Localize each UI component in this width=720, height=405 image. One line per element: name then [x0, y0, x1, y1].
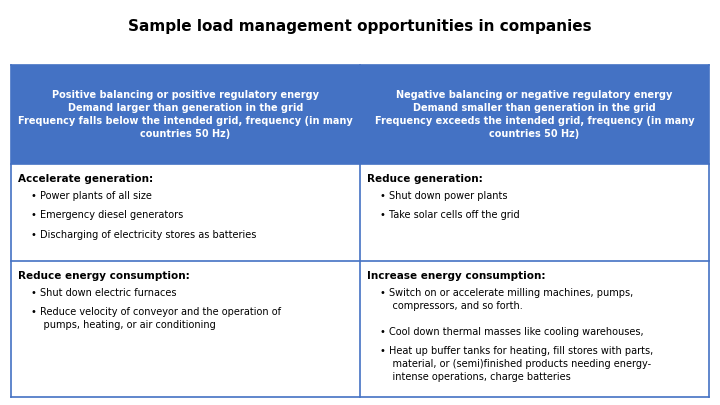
Bar: [11, 261, 360, 397]
Bar: [11, 65, 360, 164]
Text: • Take solar cells off the grid: • Take solar cells off the grid: [380, 210, 520, 220]
Bar: [360, 164, 709, 261]
Bar: [360, 261, 709, 397]
Text: • Shut down electric furnaces: • Shut down electric furnaces: [31, 288, 176, 298]
Text: Reduce energy consumption:: Reduce energy consumption:: [18, 271, 190, 281]
Text: Increase energy consumption:: Increase energy consumption:: [367, 271, 546, 281]
Bar: [360, 65, 709, 164]
Text: • Shut down power plants: • Shut down power plants: [380, 191, 508, 200]
Text: • Emergency diesel generators: • Emergency diesel generators: [31, 210, 183, 220]
Text: Negative balancing or negative regulatory energy
Demand smaller than generation : Negative balancing or negative regulator…: [375, 90, 694, 139]
Text: Reduce generation:: Reduce generation:: [367, 174, 483, 184]
Text: • Discharging of electricity stores as batteries: • Discharging of electricity stores as b…: [31, 230, 256, 239]
Text: Accelerate generation:: Accelerate generation:: [18, 174, 153, 184]
Text: • Power plants of all size: • Power plants of all size: [31, 191, 152, 200]
Text: • Heat up buffer tanks for heating, fill stores with parts,
    material, or (se: • Heat up buffer tanks for heating, fill…: [380, 346, 654, 382]
Text: • Reduce velocity of conveyor and the operation of
    pumps, heating, or air co: • Reduce velocity of conveyor and the op…: [31, 307, 281, 330]
Bar: [11, 164, 360, 261]
Text: Positive balancing or positive regulatory energy
Demand larger than generation i: Positive balancing or positive regulator…: [18, 90, 353, 139]
Text: Sample load management opportunities in companies: Sample load management opportunities in …: [128, 19, 592, 34]
Text: • Switch on or accelerate milling machines, pumps,
    compressors, and so forth: • Switch on or accelerate milling machin…: [380, 288, 634, 311]
Text: • Cool down thermal masses like cooling warehouses,: • Cool down thermal masses like cooling …: [380, 327, 644, 337]
